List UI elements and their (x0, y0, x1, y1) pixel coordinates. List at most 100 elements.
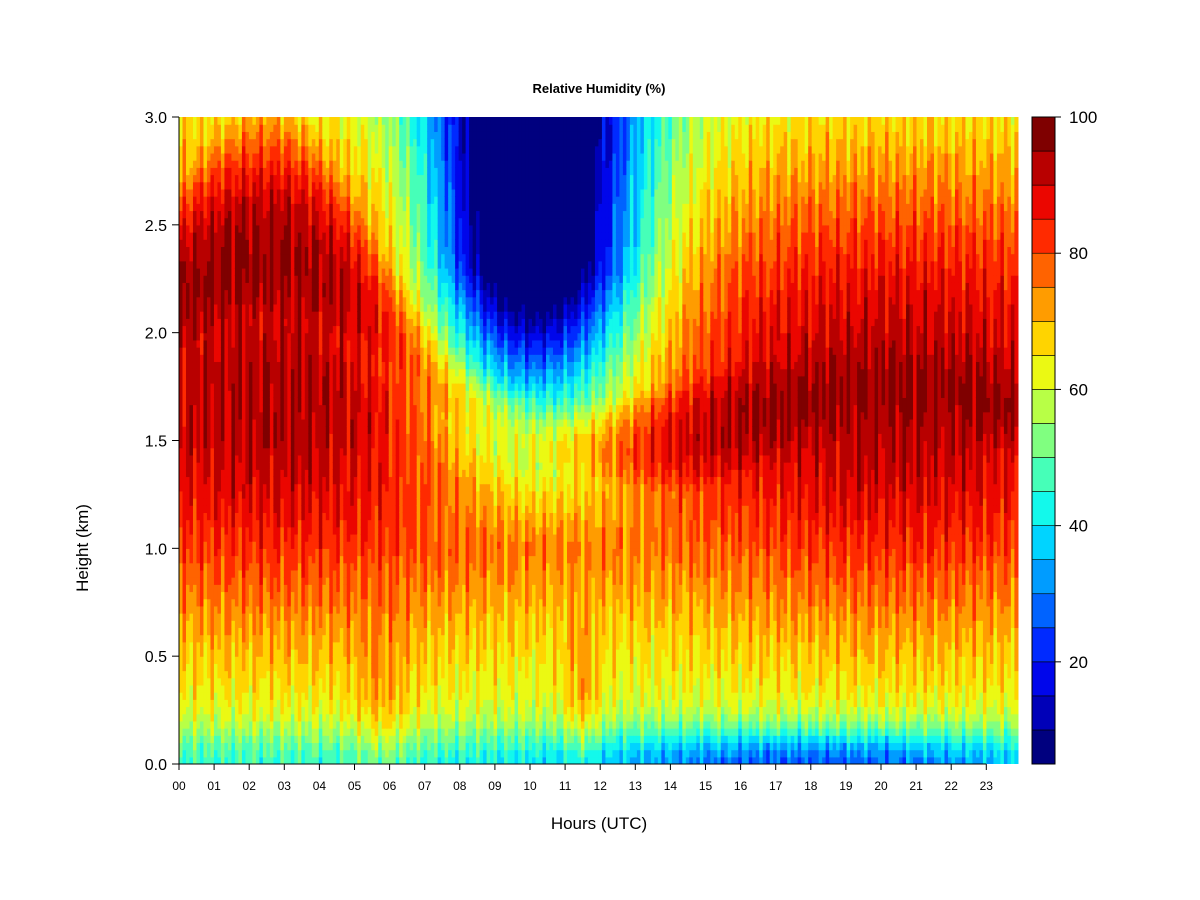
heatmap-cell (312, 232, 316, 240)
heatmap-cell (224, 397, 228, 405)
heatmap-cell (273, 325, 277, 333)
heatmap-cell (354, 167, 358, 175)
heatmap-cell (294, 124, 298, 132)
heatmap-cell (319, 541, 323, 549)
heatmap-cell (196, 225, 200, 233)
heatmap-cell (298, 347, 302, 355)
heatmap-cell (298, 742, 302, 750)
heatmap-cell (364, 512, 368, 520)
heatmap-cell (354, 692, 358, 700)
heatmap-cell (200, 469, 204, 477)
heatmap-cell (179, 491, 183, 499)
heatmap-cell (189, 153, 193, 161)
heatmap-cell (347, 649, 351, 657)
heatmap-cell (214, 613, 218, 621)
heatmap-cell (231, 124, 235, 132)
heatmap-cell (273, 742, 277, 750)
heatmap-cell (294, 706, 298, 714)
heatmap-cell (301, 405, 305, 413)
heatmap-cell (252, 692, 256, 700)
heatmap-cell (305, 584, 309, 592)
heatmap-cell (179, 340, 183, 348)
heatmap-cell (347, 167, 351, 175)
heatmap-cell (186, 728, 190, 736)
heatmap-cell (277, 139, 281, 147)
heatmap-cell (315, 124, 319, 132)
heatmap-cell (312, 397, 316, 405)
heatmap-cell (193, 455, 197, 463)
heatmap-cell (305, 369, 309, 377)
heatmap-cell (361, 254, 365, 262)
heatmap-cell (252, 678, 256, 686)
heatmap-cell (361, 455, 365, 463)
heatmap-cell (266, 175, 270, 183)
heatmap-cell (193, 462, 197, 470)
heatmap-cell (357, 361, 361, 369)
heatmap-cell (179, 225, 183, 233)
heatmap-cell (273, 476, 277, 484)
heatmap-cell (319, 167, 323, 175)
heatmap-cell (301, 304, 305, 312)
heatmap-cell (231, 397, 235, 405)
heatmap-cell (319, 606, 323, 614)
heatmap-cell (291, 369, 295, 377)
heatmap-cell (301, 419, 305, 427)
heatmap-cell (189, 484, 193, 492)
heatmap-cell (242, 160, 246, 168)
heatmap-cell (347, 354, 351, 362)
heatmap-cell (312, 117, 316, 125)
heatmap-cell (186, 325, 190, 333)
heatmap-cell (193, 548, 197, 556)
heatmap-cell (326, 714, 330, 722)
heatmap-cell (277, 318, 281, 326)
heatmap-cell (329, 714, 333, 722)
heatmap-cell (298, 563, 302, 571)
heatmap-cell (266, 189, 270, 197)
heatmap-cell (252, 347, 256, 355)
heatmap-cell (270, 649, 274, 657)
heatmap-cell (252, 325, 256, 333)
heatmap-cell (242, 203, 246, 211)
heatmap-cell (333, 692, 337, 700)
heatmap-cell (287, 318, 291, 326)
heatmap-cell (259, 290, 263, 298)
heatmap-cell (242, 570, 246, 578)
heatmap-cell (340, 397, 344, 405)
heatmap-cell (357, 433, 361, 441)
heatmap-cell (315, 318, 319, 326)
heatmap-cell (256, 354, 260, 362)
heatmap-cell (277, 541, 281, 549)
heatmap-cell (270, 742, 274, 750)
heatmap-cell (207, 282, 211, 290)
heatmap-cell (308, 225, 312, 233)
heatmap-cell (221, 520, 225, 528)
heatmap-cell (273, 448, 277, 456)
heatmap-cell (183, 563, 187, 571)
heatmap-cell (256, 426, 260, 434)
heatmap-cell (179, 728, 183, 736)
heatmap-cell (238, 563, 242, 571)
heatmap-cell (368, 606, 372, 614)
heatmap-cell (280, 570, 284, 578)
heatmap-cell (364, 361, 368, 369)
heatmap-cell (179, 390, 183, 398)
heatmap-cell (203, 606, 207, 614)
heatmap-cell (200, 620, 204, 628)
heatmap-cell (301, 175, 305, 183)
heatmap-cell (270, 620, 274, 628)
heatmap-cell (315, 635, 319, 643)
heatmap-cell (308, 124, 312, 132)
heatmap-cell (273, 469, 277, 477)
heatmap-cell (291, 182, 295, 190)
heatmap-cell (294, 131, 298, 139)
heatmap-cell (210, 376, 214, 384)
heatmap-cell (252, 685, 256, 693)
heatmap-cell (322, 469, 326, 477)
heatmap-cell (357, 405, 361, 413)
heatmap-cell (183, 203, 187, 211)
heatmap-cell (207, 175, 211, 183)
heatmap-cell (193, 232, 197, 240)
heatmap-cell (322, 311, 326, 319)
heatmap-cell (193, 757, 197, 765)
heatmap-cell (273, 534, 277, 542)
